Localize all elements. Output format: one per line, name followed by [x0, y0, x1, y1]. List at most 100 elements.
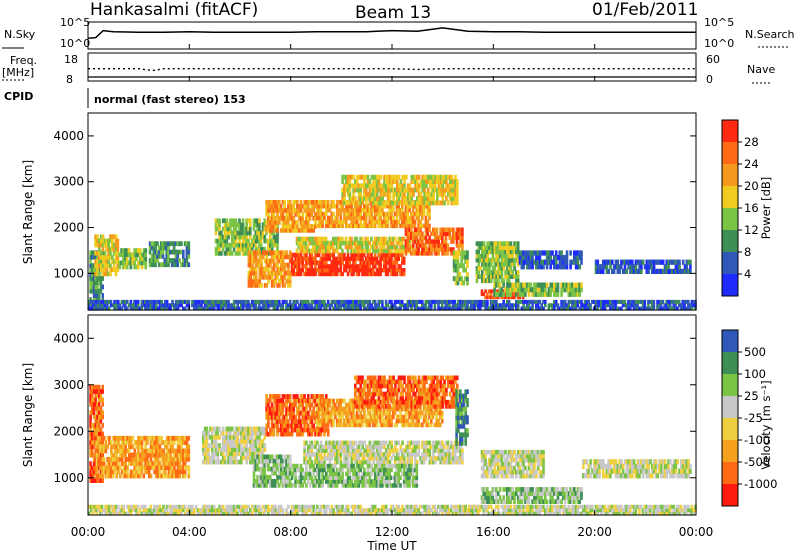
heatmap-cell [410, 227, 413, 232]
heatmap-cell [553, 299, 556, 304]
heatmap-cell [161, 253, 165, 259]
heatmap-cell [518, 259, 522, 265]
heatmap-cell [370, 252, 373, 258]
heatmap-cell [661, 299, 665, 304]
heatmap-cell [417, 223, 420, 229]
heatmap-cell [441, 239, 444, 244]
heatmap-cell [110, 473, 113, 479]
heatmap-cell [495, 274, 498, 279]
heatmap-cell [348, 306, 352, 311]
heatmap-cell [395, 215, 399, 221]
heatmap-cell [456, 280, 460, 286]
heatmap-cell [299, 244, 302, 250]
heatmap-cell [372, 215, 375, 221]
heatmap-cell [256, 299, 259, 304]
heatmap-cell [93, 299, 96, 304]
heatmap-cell [426, 223, 429, 229]
heatmap-cell [180, 444, 183, 450]
heatmap-cell [388, 260, 391, 265]
heatmap-cell [274, 303, 277, 308]
heatmap-cell [305, 204, 308, 209]
heatmap-cell [522, 303, 525, 308]
heatmap-cell [209, 426, 212, 432]
heatmap-cell [421, 231, 424, 236]
heatmap-cell [373, 264, 377, 269]
heatmap-cell [692, 303, 695, 308]
heatmap-cell [573, 255, 576, 261]
heatmap-cell [312, 256, 315, 261]
heatmap-cell [310, 236, 313, 242]
heatmap-cell [464, 259, 467, 264]
heatmap-cell [99, 448, 102, 454]
heatmap-cell [330, 215, 334, 221]
heatmap-cell [683, 268, 687, 274]
heatmap-cell [516, 245, 520, 251]
heatmap-cell [169, 249, 172, 255]
heatmap-cell [651, 259, 654, 265]
heatmap-cell [511, 261, 515, 267]
heatmap-cell [283, 299, 286, 304]
heatmap-cell [91, 299, 95, 304]
heatmap-cell [274, 270, 278, 276]
heatmap-cell [395, 207, 399, 213]
heatmap-cell [247, 299, 250, 304]
heatmap-cell [392, 219, 395, 225]
heatmap-cell [335, 240, 339, 246]
heatmap-cell [294, 306, 297, 311]
heatmap-cell [92, 293, 96, 298]
heatmap-cell [511, 306, 514, 311]
heatmap-cell [285, 458, 288, 464]
heatmap-cell [401, 240, 404, 246]
heatmap-cell [674, 259, 678, 265]
heatmap-cell [453, 235, 457, 240]
heatmap-cell [276, 220, 279, 225]
heatmap-cell [520, 291, 524, 297]
heatmap-cell [524, 255, 527, 261]
heatmap-cell [274, 216, 277, 221]
heatmap-cell [567, 299, 571, 304]
heatmap-cell [383, 252, 386, 258]
heatmap-cell [223, 251, 227, 256]
heatmap-cell [500, 245, 504, 251]
heatmap-cell [241, 306, 245, 311]
heatmap-cell [137, 264, 140, 270]
heatmap-cell [91, 276, 94, 281]
heatmap-cell [372, 264, 375, 269]
heatmap-cell [97, 306, 100, 311]
heatmap-cell [89, 418, 92, 424]
heatmap-cell [359, 268, 362, 273]
heatmap-cell [98, 306, 102, 311]
heatmap-cell [527, 306, 531, 311]
heatmap-cell [412, 179, 415, 184]
heatmap-cell [89, 423, 92, 428]
heatmap-cell [441, 227, 444, 232]
heatmap-cell [232, 439, 236, 444]
heatmap-cell [607, 303, 610, 308]
heatmap-cell [225, 451, 229, 457]
heatmap-cell [312, 228, 315, 233]
heatmap-cell [101, 473, 104, 479]
heatmap-cell [335, 271, 339, 277]
heatmap-cell [506, 245, 509, 251]
heatmap-cell [252, 234, 256, 240]
heatmap-cell [216, 218, 220, 224]
heatmap-cell [663, 268, 667, 274]
heatmap-cell [580, 255, 583, 261]
heatmap-cell [361, 174, 364, 180]
heatmap-cell [135, 469, 138, 475]
heatmap-cell [549, 291, 552, 297]
heatmap-cell [256, 258, 260, 264]
heatmap-cell [321, 264, 324, 269]
heatmap-cell [688, 306, 692, 311]
heatmap-cell [193, 303, 196, 308]
heatmap-cell [218, 230, 221, 236]
heatmap-cell [263, 270, 267, 276]
heatmap-cell [325, 256, 328, 261]
heatmap-cell [252, 458, 256, 464]
heatmap-cell [354, 183, 357, 189]
heatmap-cell [511, 253, 515, 259]
heatmap-cell [357, 191, 361, 197]
heatmap-cell [672, 303, 676, 308]
heatmap-cell [103, 242, 107, 248]
heatmap-cell [274, 306, 277, 311]
